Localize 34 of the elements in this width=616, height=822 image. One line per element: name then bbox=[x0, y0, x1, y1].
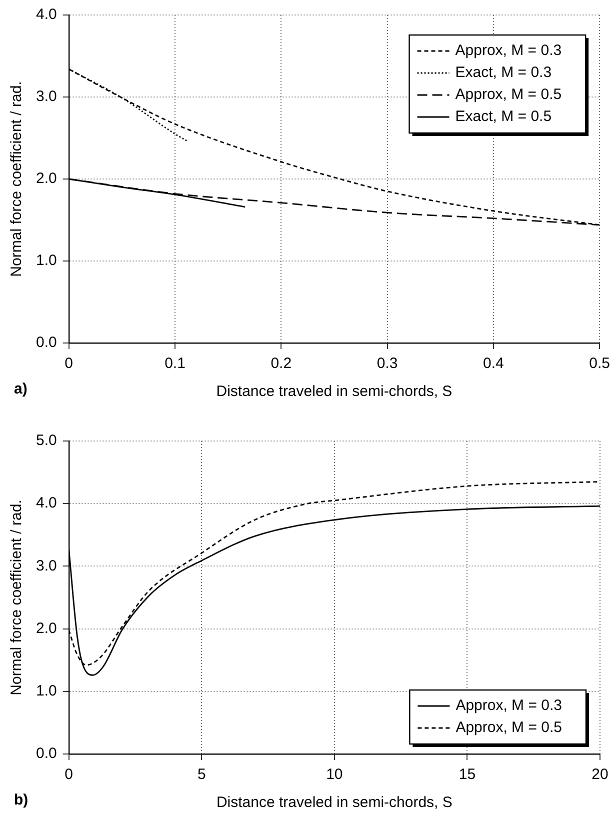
y-tick-label: 4.0 bbox=[36, 494, 57, 512]
legend-label: Exact, M = 0.3 bbox=[455, 64, 552, 82]
x-tick-label: 0 bbox=[64, 766, 74, 784]
y-tick-label: 0.0 bbox=[36, 745, 57, 762]
x-tick-label: 0 bbox=[64, 355, 74, 372]
legend-label: Approx, M = 0.3 bbox=[455, 42, 562, 60]
legend-label: Approx, M = 0.3 bbox=[456, 697, 562, 714]
x-tick-label: 5 bbox=[197, 766, 206, 784]
x-tick-label: 0.2 bbox=[270, 355, 292, 372]
x-tick-label: 0.4 bbox=[483, 355, 504, 372]
legend-label: Exact, M = 0.5 bbox=[455, 108, 552, 126]
legend-label: Approx, M = 0.5 bbox=[456, 719, 562, 736]
y-tick-label: 1.0 bbox=[36, 252, 57, 270]
x-tick-label: 0.3 bbox=[376, 355, 398, 372]
text: a) bbox=[14, 380, 28, 398]
x-tick-label: 20 bbox=[592, 766, 608, 784]
y-axis-title: Normal force coefficient / rad. bbox=[8, 500, 26, 696]
x-tick-label: 15 bbox=[458, 766, 476, 784]
y-tick-label: 2.0 bbox=[36, 620, 57, 637]
text: b) bbox=[14, 792, 28, 809]
y-tick-label: 3.0 bbox=[36, 88, 57, 106]
y-tick-label: 2.0 bbox=[36, 170, 57, 188]
x-tick-label: 0.5 bbox=[589, 355, 610, 372]
x-axis-title: Distance traveled in semi-chords, S bbox=[216, 383, 452, 400]
y-tick-label: 4.0 bbox=[36, 6, 57, 24]
y-tick-label: 1.0 bbox=[36, 682, 57, 700]
x-axis-title: Distance traveled in semi-chords, S bbox=[216, 794, 452, 812]
y-tick-label: 5.0 bbox=[36, 432, 57, 450]
y-tick-label: 3.0 bbox=[36, 557, 57, 574]
y-tick-label: 0.0 bbox=[36, 334, 57, 352]
x-tick-label: 10 bbox=[326, 766, 343, 784]
x-tick-label: 0.1 bbox=[164, 355, 186, 372]
legend-label: Approx, M = 0.5 bbox=[455, 86, 562, 104]
y-axis-title: Normal force coefficient / rad. bbox=[8, 81, 26, 277]
